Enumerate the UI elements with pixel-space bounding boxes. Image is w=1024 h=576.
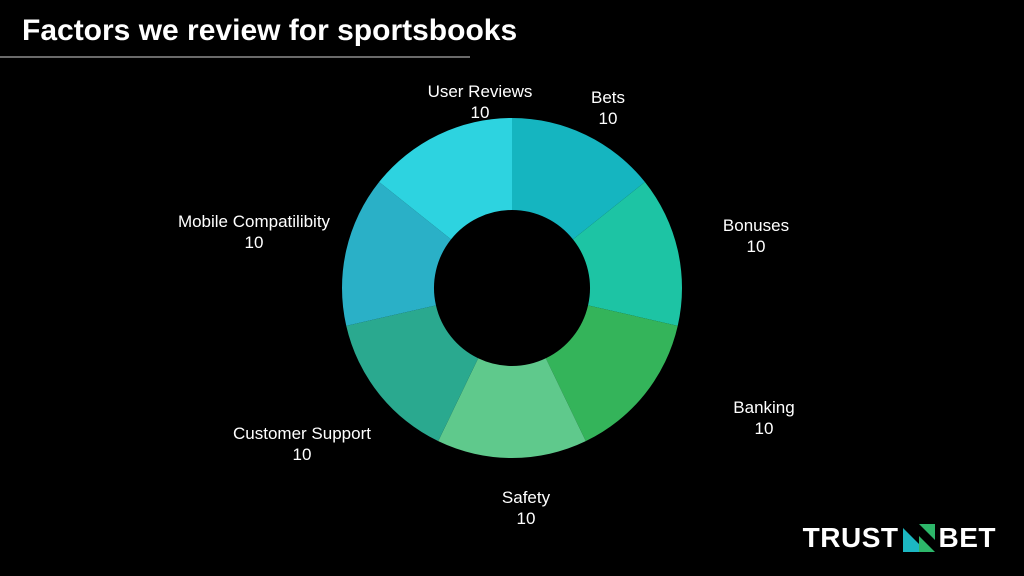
slice-label-value: 10 — [233, 444, 371, 465]
slice-label: Customer Support10 — [233, 423, 371, 466]
slice-label-text: Bets — [591, 87, 625, 108]
slice-label-text: Banking — [733, 397, 794, 418]
slice-label-value: 10 — [733, 418, 794, 439]
slice-label-text: User Reviews — [428, 81, 533, 102]
logo-mark-icon — [903, 524, 935, 552]
slice-label: Mobile Compatilibity10 — [178, 211, 330, 254]
slice-label: Banking10 — [733, 397, 794, 440]
slice-label: Bonuses10 — [723, 215, 789, 258]
slice-label-value: 10 — [428, 102, 533, 123]
slice-label: User Reviews10 — [428, 81, 533, 124]
slice-label-value: 10 — [723, 236, 789, 257]
slice-label-text: Safety — [502, 487, 550, 508]
slice-label-text: Customer Support — [233, 423, 371, 444]
slice-label: Safety10 — [502, 487, 550, 530]
slice-label-value: 10 — [178, 232, 330, 253]
logo-text-right: BET — [939, 522, 997, 554]
donut-svg — [342, 118, 682, 458]
logo-text-left: TRUST — [803, 522, 899, 554]
donut-chart: Bets10Bonuses10Banking10Safety10Customer… — [0, 0, 1024, 576]
brand-logo: TRUST BET — [803, 522, 996, 554]
slice-label-value: 10 — [502, 508, 550, 529]
slice-label: Bets10 — [591, 87, 625, 130]
slice-label-text: Mobile Compatilibity — [178, 211, 330, 232]
slice-label-text: Bonuses — [723, 215, 789, 236]
slice-label-value: 10 — [591, 108, 625, 129]
